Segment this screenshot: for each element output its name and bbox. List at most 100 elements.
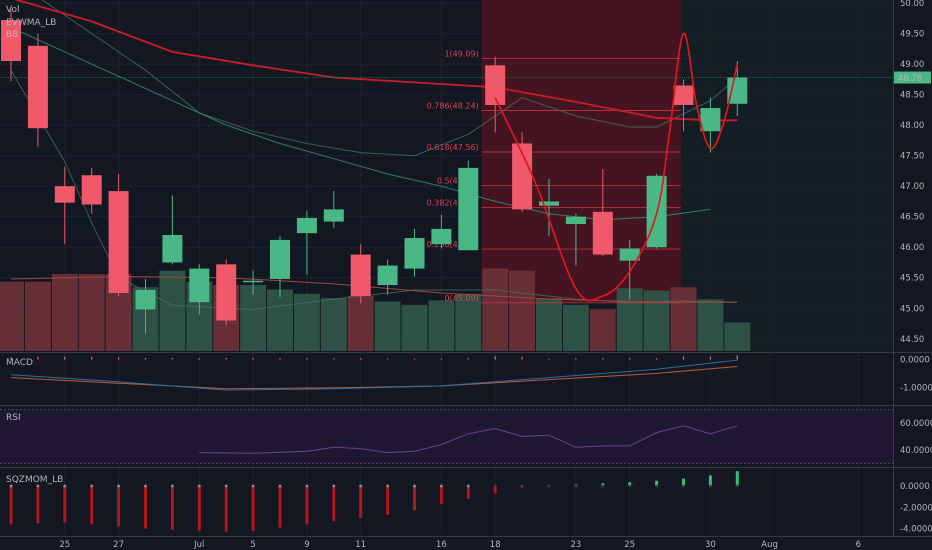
candle — [162, 195, 183, 265]
legend-vol: Vol — [6, 5, 19, 15]
candle — [108, 173, 129, 297]
volume-bar — [536, 298, 562, 351]
volume-bar — [724, 322, 751, 351]
sqzmom-dot — [359, 484, 363, 488]
volume-bar — [51, 274, 78, 351]
price-tick-label: 50.00 — [900, 0, 924, 9]
sqzmom-bar — [386, 486, 390, 515]
sqzmom-bar — [628, 482, 632, 487]
bollinger-lower-line — [10, 69, 738, 311]
sqzmom-bar — [36, 486, 40, 524]
volume-bar — [78, 274, 105, 351]
rsi-tick-label: 60.0000 — [900, 419, 932, 429]
candle-body — [243, 280, 264, 283]
sqzmom-bar — [359, 486, 363, 518]
sqzmom-dot — [251, 484, 255, 488]
price-tick-label: 47.00 — [900, 182, 924, 192]
fib-retracement[interactable]: 1(49.09) 0.786(48.24) 0.618(47.56) 0.5(47.0… — [427, 50, 681, 304]
time-axis[interactable]: 25 27 Jul 5 9 11 16 18 23 25 30 Aug 6 — [59, 540, 861, 550]
candle — [565, 213, 586, 266]
time-tick-label: 6 — [856, 540, 861, 550]
candle-body — [592, 211, 613, 255]
macd-tick-label: 0.0000 — [900, 356, 930, 366]
sqzmom-bar — [655, 480, 659, 487]
candle-body — [323, 209, 344, 222]
sqzmom-dot — [36, 484, 40, 488]
price-tick-label: 44.50 — [900, 335, 924, 345]
sqzmom-pane[interactable] — [9, 471, 739, 532]
time-tick-label: 30 — [705, 540, 716, 550]
candlestick-series[interactable] — [1, 9, 748, 334]
sqzmom-bar — [466, 486, 470, 499]
sqzmom-dot — [386, 484, 389, 488]
candle-body — [216, 264, 237, 321]
price-tick-label: 48.50 — [900, 91, 924, 101]
candle — [135, 278, 156, 334]
macd-pane[interactable] — [10, 355, 738, 391]
sqzmom-bar — [90, 486, 94, 525]
candle — [323, 191, 344, 228]
volume-bar — [267, 289, 293, 351]
cup-curve — [494, 32, 739, 302]
macd-tick-label: -1.0000 — [900, 383, 932, 393]
last-price-label: 48.78 — [898, 74, 922, 84]
fib-level-label: 0.618(47.56) — [427, 143, 479, 152]
fib-level-label: 0(45.09) — [444, 294, 478, 303]
volume-bar — [159, 270, 186, 351]
time-tick-label: 25 — [624, 540, 635, 550]
price-axis[interactable]: 50.00 49.50 49.00 48.50 48.00 47.50 47.00 46.50… — [894, 0, 932, 535]
price-tick-label: 48.00 — [900, 121, 924, 131]
sqzmom-tick-label: -2.0000 — [900, 503, 932, 513]
volume-bar — [401, 304, 428, 351]
volume-bar — [643, 290, 670, 351]
sqzmom-bar — [735, 471, 739, 487]
rsi-band-fill — [0, 409, 893, 464]
sqzmom-dot — [735, 484, 739, 488]
candle-body — [700, 108, 721, 132]
candle-body — [512, 143, 533, 210]
sqzmom-bar — [708, 475, 712, 487]
candle-body — [135, 289, 156, 310]
sqzmom-dot — [493, 484, 497, 488]
candle — [404, 228, 425, 277]
sqzmom-bar — [9, 486, 13, 525]
candle-body — [270, 239, 290, 279]
cup-and-handle-drawing[interactable] — [494, 32, 739, 302]
volume-bar — [240, 285, 267, 351]
sqzmom-dot — [197, 484, 201, 488]
candle-body — [431, 228, 452, 245]
sqzmom-dot — [655, 484, 658, 488]
volume-bar — [374, 301, 401, 351]
price-tick-label: 46.50 — [900, 213, 924, 223]
fib-level-label: 0.382(46.65) — [427, 199, 479, 208]
candle-body — [296, 217, 317, 234]
candle-body — [1, 20, 21, 62]
fib-level-label: 0.786(48.24) — [427, 101, 479, 110]
sqzmom-bar — [117, 486, 121, 527]
sqzmom-dot — [224, 484, 228, 488]
candle-body — [54, 186, 75, 203]
sqzmom-bar — [332, 486, 336, 522]
candle-body — [27, 45, 48, 129]
volume-bar — [670, 287, 697, 351]
candle — [243, 270, 264, 295]
legend-bb: BB — [6, 30, 18, 40]
sqzmom-dot — [709, 484, 712, 488]
legend-sqzmom: SQZMOM_LB — [6, 475, 63, 485]
candle — [296, 210, 317, 275]
sqzmom-tick-label: -4.0000 — [900, 525, 932, 535]
price-tick-label: 49.00 — [900, 60, 924, 70]
time-tick-label: 18 — [490, 540, 501, 550]
legend-rsi: RSI — [6, 413, 21, 423]
time-tick-label: Jul — [193, 540, 204, 550]
rsi-line — [199, 425, 738, 454]
sqzmom-dot — [117, 484, 120, 488]
bollinger-upper-line — [41, 0, 738, 157]
sqzmom-tick-label: 0.0000 — [900, 482, 930, 492]
rsi-pane[interactable] — [0, 409, 893, 464]
price-tick-label: 46.00 — [900, 243, 924, 253]
volume-bars — [0, 268, 751, 351]
sqzmom-bar — [305, 486, 309, 525]
candle-body — [619, 248, 640, 261]
